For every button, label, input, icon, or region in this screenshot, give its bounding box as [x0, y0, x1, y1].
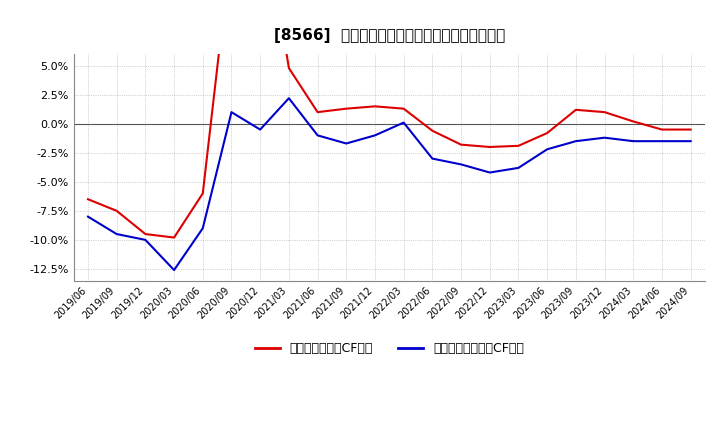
Title: [8566]  有利子負債キャッシュフロー比率の推移: [8566] 有利子負債キャッシュフロー比率の推移 [274, 28, 505, 43]
Legend: 有利子負債営業CF比率, 有利子負債フリーCF比率: 有利子負債営業CF比率, 有利子負債フリーCF比率 [250, 337, 529, 360]
